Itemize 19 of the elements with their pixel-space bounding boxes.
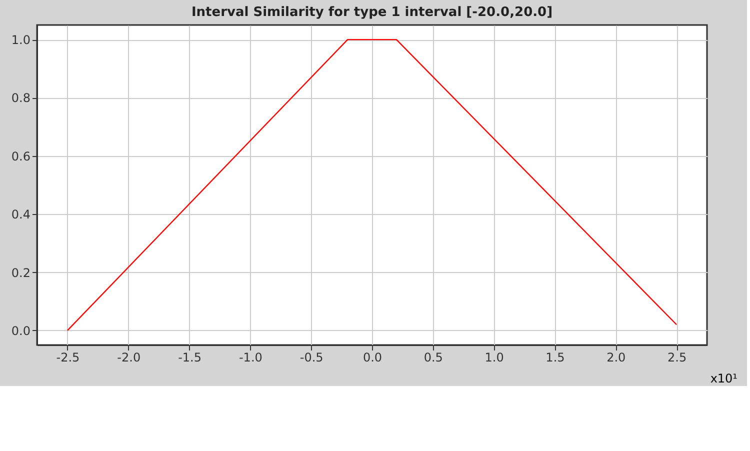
y-tick-label: 0.2 [11, 266, 30, 280]
x-tick-label: -0.5 [300, 350, 324, 364]
x-tick-label: 1.0 [484, 350, 504, 364]
x-tick-label: -2.5 [56, 350, 80, 364]
x-tick-label: -2.0 [117, 350, 141, 364]
x-tick-label: -1.5 [178, 350, 202, 364]
x-tick-label: 0.5 [424, 350, 443, 364]
x-tick-label: 1.5 [546, 350, 565, 364]
chart-title: Interval Similarity for type 1 interval [-20.0,20.0] [191, 5, 553, 20]
x-tick-label: -1.0 [238, 350, 262, 364]
y-tick-label: 0.0 [11, 324, 30, 338]
y-tick-label: 0.8 [11, 91, 30, 106]
x-axis-title: x10¹ [710, 372, 738, 386]
y-tick-label: 1.0 [11, 33, 30, 48]
y-tick-label: 0.6 [11, 149, 30, 164]
y-tick-label: 0.4 [11, 208, 30, 222]
x-tick-label: 2.5 [668, 350, 687, 364]
x-tick-label: 0.0 [362, 350, 382, 364]
x-tick-label: 2.0 [606, 350, 626, 364]
